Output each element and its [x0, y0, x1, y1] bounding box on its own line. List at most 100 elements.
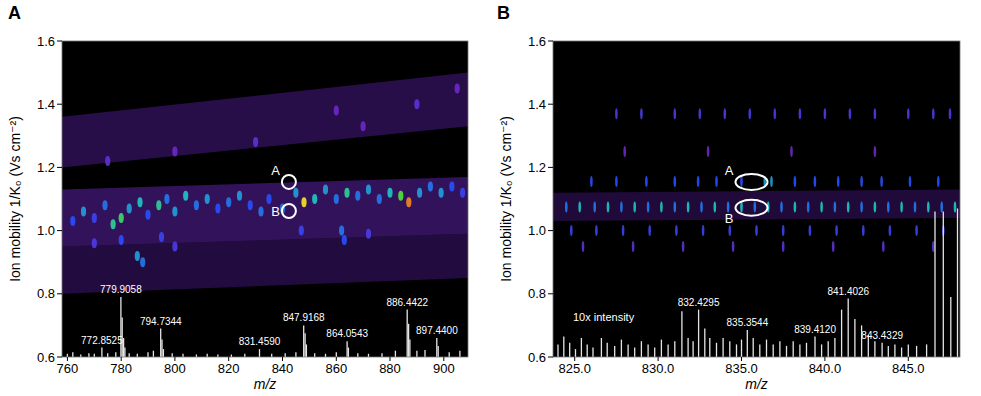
figure-svg: A772.8525779.9058794.7344831.4590847.916… — [0, 0, 981, 396]
spectrum-peak — [901, 348, 902, 358]
spectrum-peak — [368, 354, 369, 357]
spectrum-peak — [709, 338, 710, 357]
spectrum-peak — [182, 354, 183, 357]
spectrum-peak — [634, 348, 635, 358]
panel-letter: A — [8, 3, 21, 23]
ion-spot — [754, 201, 757, 212]
annotation-circle — [282, 175, 296, 189]
spectrum-peak — [779, 341, 780, 357]
ion-spot — [954, 201, 957, 212]
y-tick-label: 0.6 — [528, 350, 546, 365]
spectrum-peak — [661, 340, 662, 357]
ion-spot — [648, 225, 651, 236]
ion-spot — [847, 201, 850, 212]
spectrum-peak — [107, 353, 108, 357]
ion-spot — [640, 108, 643, 119]
spectrum-peak — [314, 353, 315, 357]
ion-spot — [774, 108, 777, 119]
ion-spot — [782, 241, 785, 252]
ion-spot — [715, 176, 718, 187]
spectrum-peak — [814, 337, 815, 358]
ion-spot — [937, 176, 940, 187]
ion-spot — [889, 225, 892, 236]
ion-spot — [633, 201, 636, 212]
spectrum-peak — [854, 319, 855, 357]
x-tick-label: 820 — [218, 361, 240, 376]
ion-spot — [697, 176, 700, 187]
spectrum-peak — [271, 354, 272, 357]
ion-spot — [927, 201, 930, 212]
spectrum-peak — [753, 338, 754, 357]
spectrum-peak — [894, 344, 895, 357]
ion-spot — [312, 194, 317, 204]
ion-spot — [92, 213, 97, 223]
ion-spot — [81, 207, 86, 217]
ion-spot — [398, 191, 403, 201]
spectrum-peak — [674, 341, 675, 357]
ion-spot — [790, 146, 793, 157]
spectrum-peak — [172, 353, 173, 357]
y-tick — [548, 230, 553, 231]
ion-spot — [226, 197, 231, 207]
spectrum-peak — [957, 209, 958, 358]
ion-spot — [140, 257, 145, 267]
ion-spot — [623, 146, 626, 157]
y-tick-label: 1.2 — [37, 160, 55, 175]
x-tick-label: 880 — [379, 361, 401, 376]
ion-spot — [215, 204, 220, 214]
annotation-label: A — [271, 163, 280, 178]
ion-spot — [682, 241, 685, 252]
ion-spot — [237, 191, 242, 201]
ion-spot — [578, 201, 581, 212]
x-axis-label: m/z — [254, 376, 277, 392]
ion-spot — [832, 241, 835, 252]
y-tick-label: 0.8 — [37, 286, 55, 301]
peak-label: 886.4422 — [386, 297, 428, 308]
spectrum-peak — [101, 348, 102, 358]
ion-spot — [455, 83, 460, 93]
ion-spot — [780, 201, 783, 212]
spectrum-peak — [601, 338, 602, 357]
spectrum-peak — [348, 348, 349, 358]
ion-spot — [366, 229, 371, 239]
spectrum-peak — [336, 352, 337, 357]
ion-spot — [164, 194, 169, 204]
ion-spot — [862, 225, 865, 236]
ion-spot — [837, 176, 840, 187]
peak-label: 779.9058 — [100, 284, 142, 295]
ion-spot — [874, 146, 877, 157]
ion-spot — [102, 200, 107, 210]
panel-letter: B — [497, 3, 510, 23]
spectrum-peak — [607, 343, 608, 357]
spectrum-peak — [736, 344, 737, 357]
spectrum-peak — [147, 352, 148, 357]
spectrum-peak — [436, 338, 437, 357]
ion-spot — [590, 176, 593, 187]
intensity-band — [553, 190, 960, 222]
x-tick-label: 860 — [325, 361, 347, 376]
spectrum-peak — [115, 352, 116, 357]
x-axis-label: m/z — [745, 376, 768, 392]
y-axis-label: Ion mobility 1/K₀ (Vs cm⁻²) — [7, 116, 23, 282]
spectrum-peak — [295, 352, 296, 357]
ion-spot — [156, 200, 161, 210]
y-tick-label: 1.4 — [528, 97, 546, 112]
spectrum-peak — [395, 351, 396, 357]
spectrum-peak — [667, 344, 668, 357]
spectrum-peak — [325, 354, 326, 357]
y-tick — [57, 357, 62, 358]
peak-label: 835.3544 — [727, 317, 769, 328]
spectrum-peak — [799, 344, 800, 357]
ion-spot — [361, 121, 366, 131]
spectrum-peak — [438, 346, 439, 357]
spectrum-peak — [654, 348, 655, 358]
ion-spot — [92, 238, 97, 248]
ion-spot — [342, 235, 347, 245]
ion-spot — [449, 181, 454, 191]
spectrum-peak — [926, 344, 927, 357]
x-tick-label: 825.0 — [558, 361, 591, 376]
ion-spot — [607, 201, 610, 212]
ion-spot — [702, 225, 705, 236]
spectrum-peak — [153, 351, 154, 357]
spectrum-peak — [72, 352, 73, 357]
